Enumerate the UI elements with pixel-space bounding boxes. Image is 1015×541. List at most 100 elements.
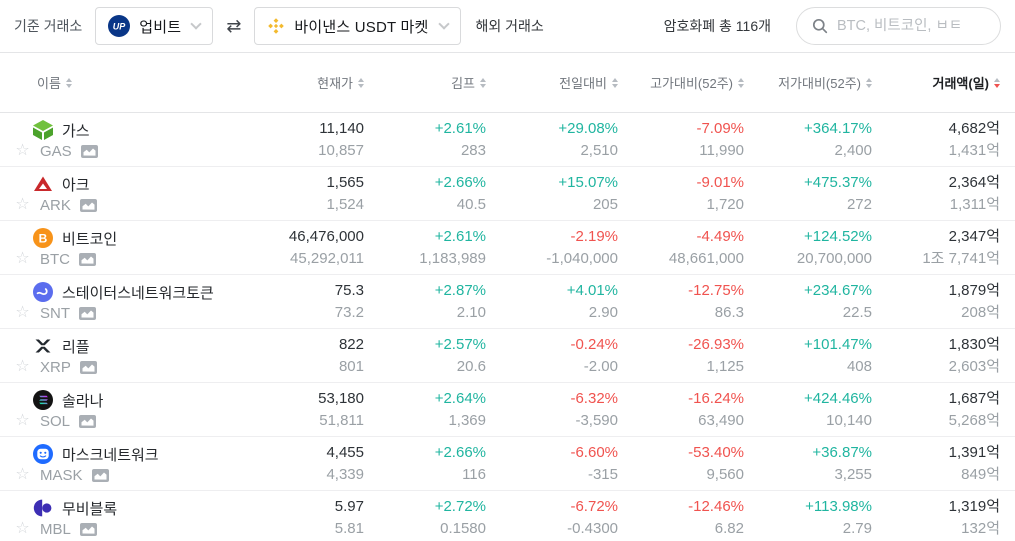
chart-icon[interactable] xyxy=(79,414,97,428)
chart-icon[interactable] xyxy=(91,468,109,482)
volume-quote: 132억 xyxy=(961,519,1000,537)
volume-cell: 4,682억 1,431억 xyxy=(872,119,1000,161)
sort-icon xyxy=(358,77,364,88)
favorite-star-icon[interactable]: ☆ xyxy=(15,358,30,375)
high52-value: 6.82 xyxy=(714,519,744,537)
high52-value: 48,661,000 xyxy=(668,249,744,267)
price-cell: 822 801 xyxy=(239,335,364,377)
mbl-coin-icon xyxy=(33,498,53,518)
volume-base: 2,364억 xyxy=(948,173,1000,191)
volume-cell: 1,830억 2,603억 xyxy=(872,335,1000,377)
low52-value: 3,255 xyxy=(834,465,872,483)
coin-symbol: SOL xyxy=(40,412,71,430)
volume-quote: 1,431억 xyxy=(948,141,1000,159)
table-row-snt[interactable]: 스테이터스네트워크토큰 ☆ SNT 75.3 73.2 +2.87% 2.10 … xyxy=(0,275,1015,329)
name-cell: 무비블록 ☆ MBL xyxy=(14,498,239,538)
low52-value: 408 xyxy=(846,357,872,375)
column-header-day[interactable]: 전일대비 xyxy=(486,73,618,92)
chart-icon[interactable] xyxy=(79,198,97,212)
sort-icon xyxy=(738,77,744,88)
table-row-xrp[interactable]: 리플 ☆ XRP 822 801 +2.57% 20.6 -0.24% -2.0… xyxy=(0,329,1015,383)
table-row-sol[interactable]: 솔라나 ☆ SOL 53,180 51,811 +2.64% 1,369 -6.… xyxy=(0,383,1015,437)
chart-icon[interactable] xyxy=(79,252,96,266)
name-cell: B 비트코인 ☆ BTC xyxy=(14,228,239,268)
low52-value: 2,400 xyxy=(834,141,872,159)
day-change-cell: -6.72% -0.4300 xyxy=(486,497,618,539)
low52-percent: +36.87% xyxy=(812,443,872,461)
volume-base: 1,687억 xyxy=(948,389,1000,407)
favorite-star-icon[interactable]: ☆ xyxy=(15,412,30,429)
coin-name: 아크 xyxy=(62,176,90,194)
day-change-cell: -2.19% -1,040,000 xyxy=(486,227,618,269)
chevron-down-icon xyxy=(190,17,202,30)
day-change-cell: -6.32% -3,590 xyxy=(486,389,618,431)
chart-icon[interactable] xyxy=(79,360,97,374)
quote-exchange-select[interactable]: 바이낸스 USDT 마켓 xyxy=(254,7,461,45)
high52-percent: -9.01% xyxy=(696,173,744,191)
base-exchange-select[interactable]: UP 업비트 xyxy=(95,7,214,45)
favorite-star-icon[interactable]: ☆ xyxy=(15,250,30,267)
low52-percent: +364.17% xyxy=(804,119,872,137)
column-label: 이름 xyxy=(37,76,61,91)
chart-icon[interactable] xyxy=(79,306,96,320)
day-change-diff: -0.4300 xyxy=(567,519,618,537)
column-header-high[interactable]: 고가대비(52주) xyxy=(618,73,744,92)
column-label: 고가대비(52주) xyxy=(650,76,733,91)
low52-percent: +124.52% xyxy=(804,227,872,245)
name-cell: 가스 ☆ GAS xyxy=(14,120,239,160)
gas-coin-icon xyxy=(33,120,53,140)
coin-symbol: XRP xyxy=(40,358,71,376)
day-change-percent: -6.60% xyxy=(570,443,618,461)
day-change-percent: -2.19% xyxy=(570,227,618,245)
chevron-down-icon xyxy=(437,17,450,30)
low52-cell: +36.87% 3,255 xyxy=(744,443,872,485)
favorite-star-icon[interactable]: ☆ xyxy=(15,466,30,483)
price-quote: 5.81 xyxy=(334,519,364,537)
search-icon xyxy=(812,18,828,34)
favorite-star-icon[interactable]: ☆ xyxy=(15,304,30,321)
column-header-vol[interactable]: 거래액(일) xyxy=(872,73,1000,92)
low52-cell: +475.37% 272 xyxy=(744,173,872,215)
column-header-price[interactable]: 현재가 xyxy=(239,73,364,92)
favorite-star-icon[interactable]: ☆ xyxy=(15,142,30,159)
volume-quote: 849억 xyxy=(961,465,1000,483)
ark-coin-icon xyxy=(33,174,53,194)
kimp-diff: 283 xyxy=(460,141,486,159)
table-header-row: 이름 현재가 김프 전일대비 고가대비(52주) 저가대비(52주) 거래액(일) xyxy=(0,53,1015,113)
column-label: 저가대비(52주) xyxy=(778,76,861,91)
favorite-star-icon[interactable]: ☆ xyxy=(15,520,30,537)
price-base: 1,565 xyxy=(326,173,364,191)
coin-symbol: GAS xyxy=(40,142,72,160)
table-row-mask[interactable]: 마스크네트워크 ☆ MASK 4,455 4,339 +2.66% 116 -6… xyxy=(0,437,1015,491)
column-header-kimp[interactable]: 김프 xyxy=(364,73,486,92)
name-cell: 솔라나 ☆ SOL xyxy=(14,390,239,430)
column-header-name[interactable]: 이름 xyxy=(14,73,239,92)
swap-exchanges-icon[interactable]: ⇄ xyxy=(226,16,242,36)
low52-cell: +424.46% 10,140 xyxy=(744,389,872,431)
table-row-ark[interactable]: 아크 ☆ ARK 1,565 1,524 +2.66% 40.5 +15.07%… xyxy=(0,167,1015,221)
day-change-percent: +4.01% xyxy=(566,281,618,299)
high52-percent: -53.40% xyxy=(688,443,744,461)
volume-base: 1,830억 xyxy=(948,335,1000,353)
table-row-mbl[interactable]: 무비블록 ☆ MBL 5.97 5.81 +2.72% 0.1580 -6.72… xyxy=(0,491,1015,541)
kimp-diff: 0.1580 xyxy=(440,519,486,537)
overseas-exchange-label: 해외 거래소 xyxy=(475,18,544,34)
day-change-percent: -6.72% xyxy=(570,497,618,515)
price-base: 53,180 xyxy=(318,389,364,407)
favorite-star-icon[interactable]: ☆ xyxy=(15,196,30,213)
high52-cell: -26.93% 1,125 xyxy=(618,335,744,377)
table-row-gas[interactable]: 가스 ☆ GAS 11,140 10,857 +2.61% 283 +29.08… xyxy=(0,113,1015,167)
column-header-low[interactable]: 저가대비(52주) xyxy=(744,73,872,92)
high52-value: 9,560 xyxy=(706,465,744,483)
chart-icon[interactable] xyxy=(79,522,97,536)
search-input[interactable] xyxy=(837,18,985,34)
coin-symbol: ARK xyxy=(40,196,71,214)
price-cell: 5.97 5.81 xyxy=(239,497,364,539)
chart-icon[interactable] xyxy=(80,144,98,158)
price-base: 46,476,000 xyxy=(288,227,364,245)
price-cell: 46,476,000 45,292,011 xyxy=(239,227,364,269)
table-row-btc[interactable]: B 비트코인 ☆ BTC 46,476,000 45,292,011 +2.61… xyxy=(0,221,1015,275)
search-box[interactable] xyxy=(796,7,1001,45)
low52-percent: +101.47% xyxy=(804,335,872,353)
day-change-diff: 2,510 xyxy=(580,141,618,159)
